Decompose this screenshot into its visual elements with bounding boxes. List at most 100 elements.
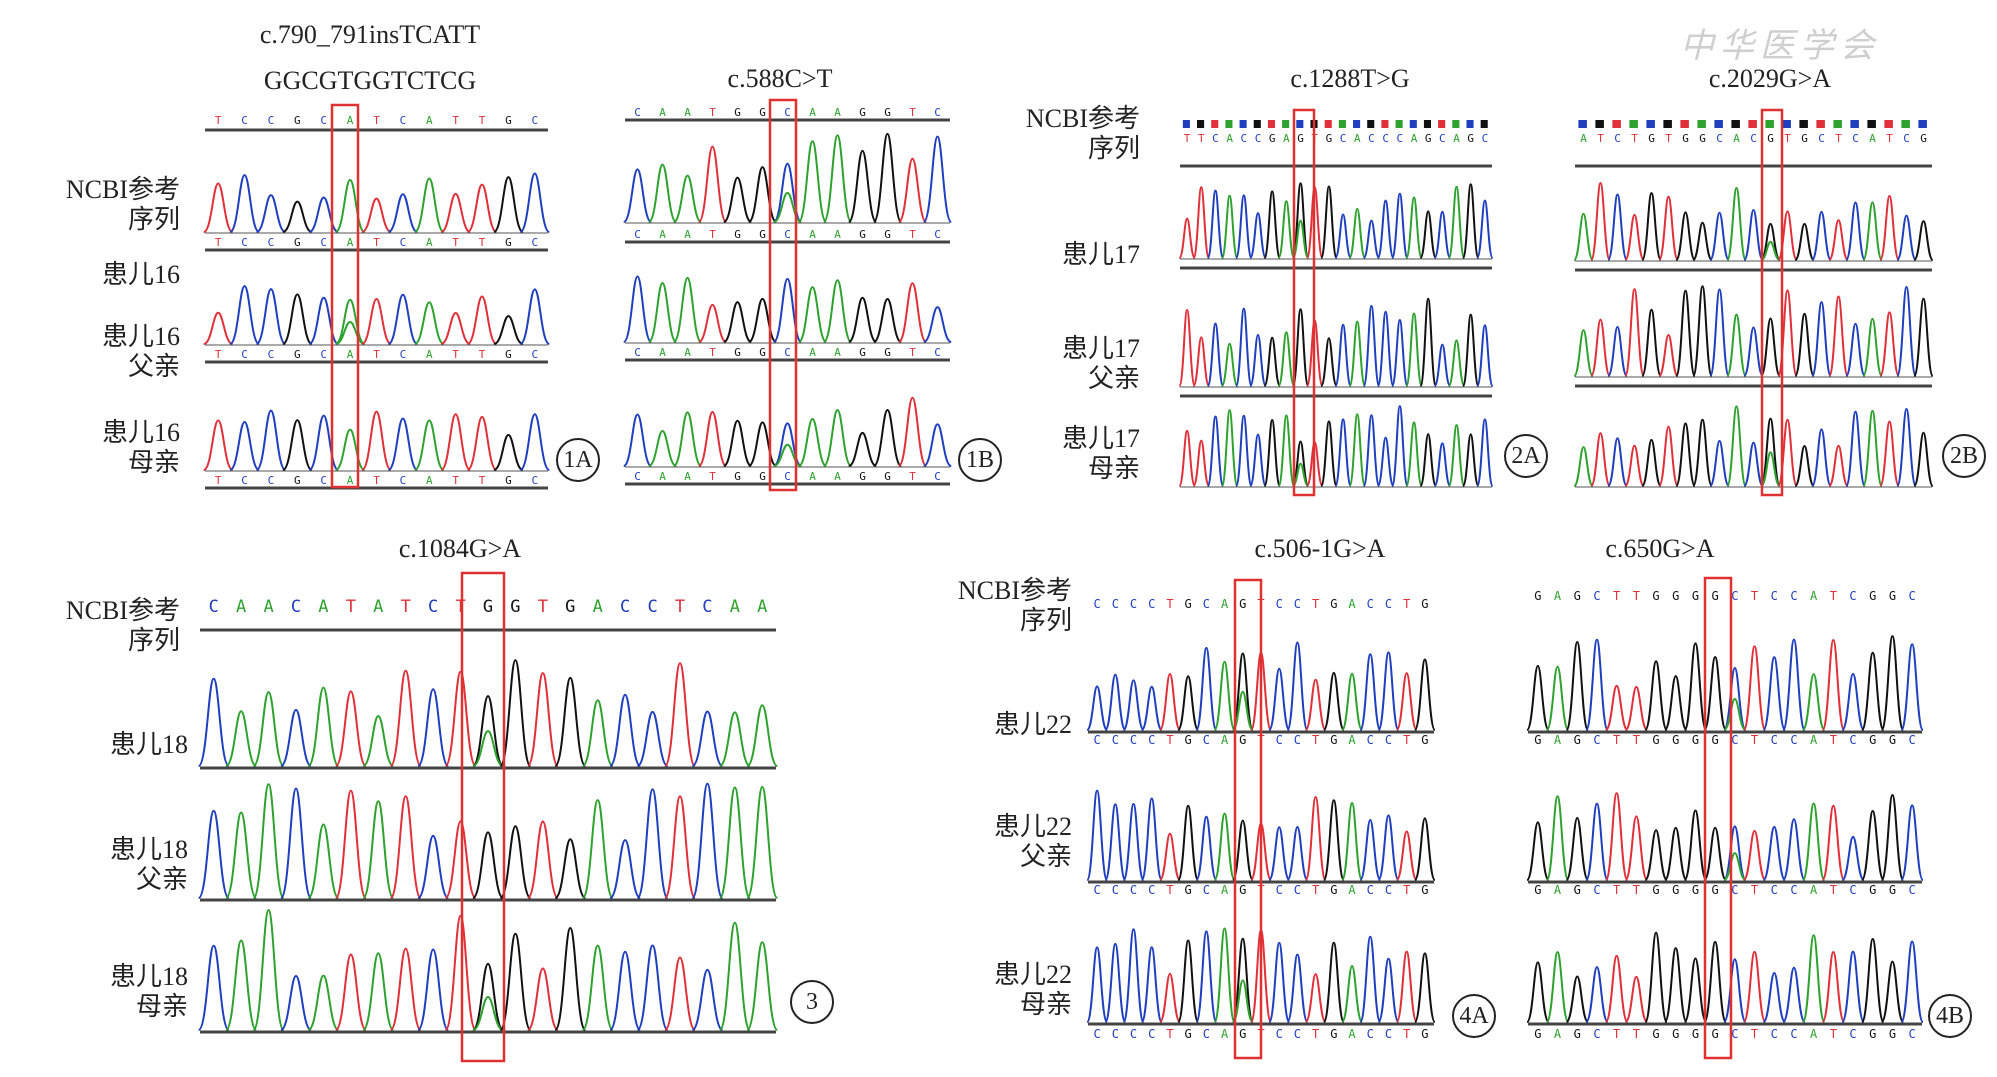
chromatogram-peak [1663, 947, 1688, 1023]
chromatogram-peak [1641, 438, 1662, 487]
base-call-letter: T [1166, 733, 1173, 747]
base-call-letter: T [1166, 597, 1173, 611]
chromatogram-peak [1413, 817, 1436, 881]
base-call-letter: C [1849, 733, 1856, 747]
base-call-letter: T [1403, 733, 1410, 747]
chromatogram-peak [1376, 310, 1395, 387]
journal-watermark: 中华医学会 [1680, 26, 1880, 66]
chromatogram-peak [691, 782, 724, 899]
base-call-letter: G [884, 228, 891, 241]
chromatogram-peak-secondary [1291, 219, 1310, 259]
chromatogram-peak [282, 200, 313, 233]
title-2b: c.2029G>A [1708, 64, 1832, 93]
chromatogram-peak [1624, 213, 1645, 261]
chromatogram-peak [1624, 685, 1649, 731]
base-call-letter: C [241, 474, 248, 487]
base-call-letter: C [934, 346, 941, 359]
chromatogram-peak [1760, 222, 1781, 261]
base-call-letter: A [834, 346, 841, 359]
chromatogram-peak [1391, 192, 1409, 259]
base-call-letter: C [268, 114, 275, 127]
base-call-letter: T [1751, 883, 1758, 897]
chromatogram-peak [1703, 826, 1727, 881]
chromatogram-peak [279, 708, 313, 767]
base-call-letter: A [1554, 733, 1562, 747]
chromatogram-peak [519, 288, 551, 345]
base-call-letter: C [1731, 589, 1738, 603]
base-call-letter: T [401, 597, 411, 617]
base-call-letter: G [734, 106, 741, 119]
base-call-letter: C [1203, 1027, 1210, 1041]
chromatogram-peak [1341, 965, 1364, 1023]
chromatogram-peak [1828, 444, 1849, 487]
chromatogram-peak [1291, 182, 1310, 259]
chromatogram-peak [1545, 665, 1570, 731]
chromatogram-peak [1801, 802, 1826, 881]
base-call-letter: C [1093, 883, 1100, 897]
chromatogram-peak-secondary [1723, 697, 1747, 731]
base-call-letter: T [1886, 132, 1893, 145]
chromatogram-peak-secondary [335, 320, 365, 345]
chromatogram-peak [1604, 792, 1629, 881]
base-call-letter: G [1692, 733, 1699, 747]
base-call-letter: G [1330, 597, 1337, 611]
base-call-letter: G [1534, 589, 1541, 603]
base-call-letter: C [1614, 132, 1621, 145]
base-call-letter: G [1712, 589, 1719, 603]
chromatogram-peak [1395, 672, 1418, 731]
base-call-letter: G [1330, 733, 1337, 747]
chromatogram-peak [1703, 656, 1727, 731]
base-call-letter: C [1439, 132, 1446, 145]
chromatogram-peak [361, 197, 392, 233]
row-label-patient: 患儿16 [101, 260, 180, 289]
base-call-letter: G [1712, 1027, 1719, 1041]
base-call-letter: C [634, 106, 641, 119]
base-call-letter: G [884, 470, 891, 483]
chromatogram-peak [1726, 313, 1747, 377]
chromatogram-peak [1828, 219, 1849, 261]
base-call-letter: G [1712, 883, 1719, 897]
chromatogram-peak [1644, 660, 1668, 731]
chromatogram-peak [797, 418, 828, 467]
chromatogram-peak [636, 944, 669, 1031]
chromatogram-peak [1104, 673, 1127, 731]
base-call-letter: A [1221, 1027, 1229, 1041]
base-call-letter: A [684, 228, 691, 241]
base-call-letter: T [373, 474, 380, 487]
base-call-letter: C [1294, 1027, 1301, 1041]
chromatogram-peak [1913, 220, 1934, 261]
chromatogram-peak [1723, 666, 1747, 731]
row-label-mother: 患儿16 母亲 [101, 418, 180, 477]
base-call-letter: G [1425, 132, 1432, 145]
chromatogram-peak [746, 704, 779, 767]
chromatogram-peak [1220, 342, 1239, 387]
chromatogram-peak [647, 163, 678, 223]
chromatogram-peak [519, 413, 551, 471]
chromatogram-peak [387, 293, 419, 345]
chromatogram-peak [1644, 931, 1668, 1023]
chromatogram-peak [1841, 835, 1865, 881]
chromatogram-peak [1395, 830, 1418, 881]
chromatogram-peak [1590, 318, 1611, 377]
base-call-letter: G [859, 346, 866, 359]
base-call-letter: C [1148, 733, 1155, 747]
chromatogram-peak [1900, 940, 1924, 1023]
base-call-letter: T [455, 597, 465, 617]
chromatogram-peak [1195, 930, 1218, 1023]
base-call-letter: C [1148, 1027, 1155, 1041]
base-call-letter: C [400, 236, 407, 249]
base-call-letter: A [1283, 132, 1290, 145]
base-call-letter: T [1835, 132, 1842, 145]
chromatogram-peak [1896, 214, 1917, 261]
chromatogram-peak [1801, 934, 1826, 1023]
chromatogram-peak [1683, 809, 1708, 881]
base-call-letter: C [1255, 132, 1262, 145]
base-call-letter: C [320, 348, 327, 361]
chromatogram-peak [1585, 802, 1609, 881]
base-call-letter: C [934, 228, 941, 241]
chromatogram-peak-secondary [1723, 852, 1747, 881]
chromatogram-peak [1900, 643, 1924, 731]
base-call-letter: G [1692, 1027, 1699, 1041]
base-call-letter: C [320, 474, 327, 487]
chromatogram-peak [581, 699, 614, 767]
